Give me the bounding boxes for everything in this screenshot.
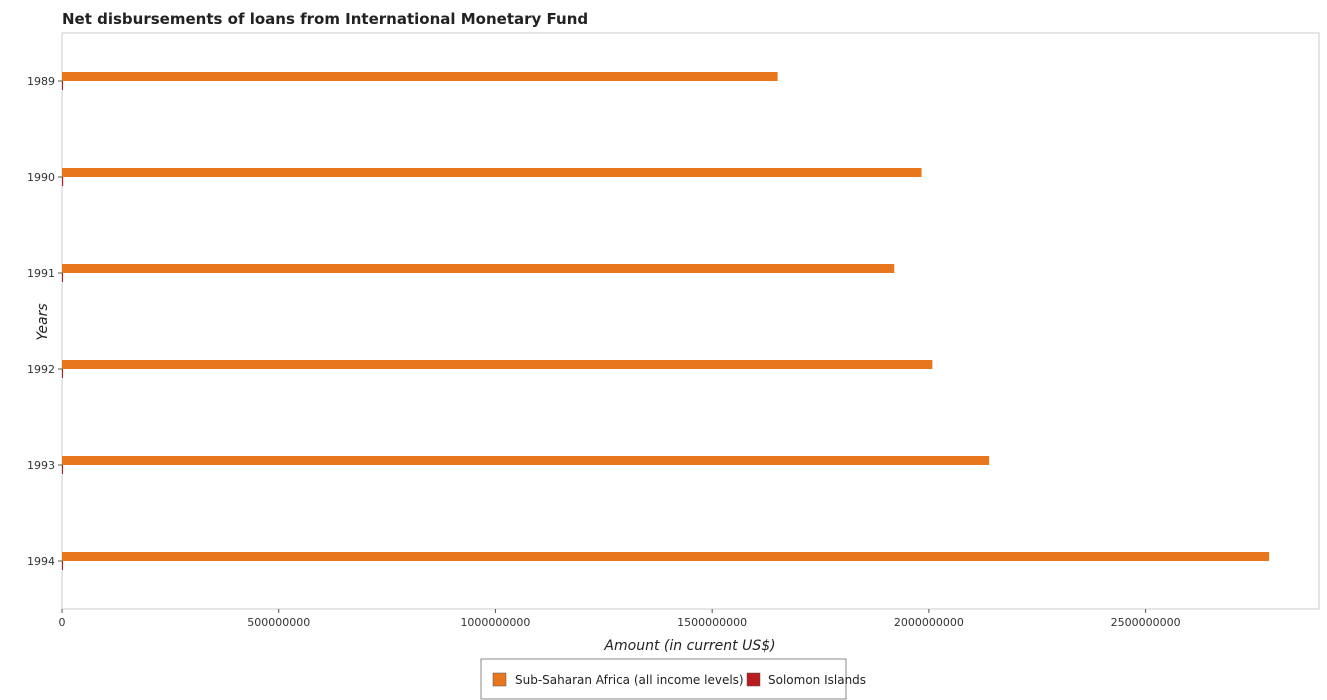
x-tick-label: 2000000000: [894, 616, 964, 629]
bars: [62, 72, 1270, 570]
bar-solomon-islands-1990: [62, 177, 64, 186]
bar-solomon-islands-1993: [62, 465, 63, 474]
legend: Sub-Saharan Africa (all income levels) S…: [480, 658, 866, 700]
legend-box: [480, 658, 847, 700]
bar-sub-saharan-africa-1990: [62, 168, 922, 177]
y-tick-label: 1990: [27, 171, 55, 184]
plot-frame: [61, 32, 1320, 610]
bar-sub-saharan-africa-1992: [62, 360, 933, 369]
bar-sub-saharan-africa-1994: [62, 552, 1270, 561]
bar-sub-saharan-africa-1989: [62, 72, 778, 81]
x-tick-label: 1000000000: [460, 616, 530, 629]
x-tick-label: 0: [59, 616, 66, 629]
bar-sub-saharan-africa-1991: [62, 264, 895, 273]
legend-label-series-1: Sub-Saharan Africa (all income levels): [515, 673, 744, 687]
y-axis-label: Years: [35, 303, 51, 340]
y-tick-label: 1993: [27, 459, 55, 472]
legend-swatch-series-1: [492, 672, 507, 687]
bar-sub-saharan-africa-1993: [62, 456, 990, 465]
y-tick-label: 1989: [27, 75, 55, 88]
x-tick-label: 500000000: [247, 616, 310, 629]
x-axis-ticks: 0 500000000 1000000000 1500000000 2000000000…: [59, 609, 1181, 629]
y-tick-label: 1992: [27, 363, 55, 376]
x-tick-label: 2500000000: [1111, 616, 1181, 629]
y-axis-ticks: 1989 1990 1991 1992 1993 1994: [27, 75, 62, 568]
plot-area: 1989 1990 1991 1992 1993 1994 0 500000000 10000…: [27, 32, 1320, 629]
x-tick-label: 1500000000: [677, 616, 747, 629]
y-tick-label: 1991: [27, 267, 55, 280]
bar-solomon-islands-1994: [62, 561, 63, 570]
y-tick-label: 1994: [27, 555, 55, 568]
legend-swatch-series-2: [746, 672, 761, 687]
legend-label-series-2: Solomon Islands: [768, 673, 866, 687]
bar-solomon-islands-1991: [62, 273, 63, 282]
bar-solomon-islands-1989: [62, 81, 63, 90]
bar-solomon-islands-1992: [62, 369, 63, 378]
chart-title: Net disbursements of loans from Internat…: [62, 10, 588, 28]
x-axis-label: Amount (in current US$): [603, 638, 775, 654]
